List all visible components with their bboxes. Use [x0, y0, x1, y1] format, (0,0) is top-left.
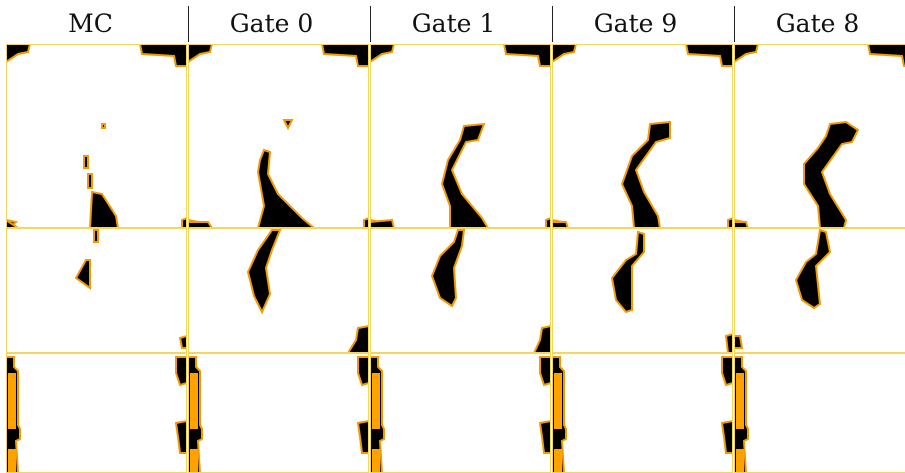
mask-panel-r0-c3 [552, 44, 733, 228]
column-separator [734, 6, 735, 42]
segment-mask [256, 148, 316, 228]
corner-mask [320, 44, 369, 67]
edge-mask [181, 216, 187, 228]
edge-mask [720, 419, 733, 454]
mask-image [6, 44, 187, 228]
mask-panel-r2-c2 [370, 353, 551, 473]
edge-mask [721, 356, 733, 387]
edge-mask [734, 221, 750, 228]
edge-mask [545, 216, 551, 228]
mask-image [370, 356, 551, 473]
mask-panel-r0-c4 [734, 44, 905, 228]
segment-mask [794, 228, 832, 310]
mask-image [188, 44, 369, 228]
boundary-band [554, 373, 562, 429]
mask-image [610, 230, 733, 353]
boundary-band [190, 373, 198, 429]
edge-mask [363, 216, 369, 228]
edge-mask [552, 221, 570, 228]
edge-mask [539, 356, 551, 387]
corner-mask [684, 44, 733, 67]
corner-mask [6, 44, 32, 64]
edge-mask [724, 332, 733, 353]
edge-mask [346, 324, 369, 353]
mask-panel-r0-c0 [6, 44, 187, 228]
edge-mask [188, 221, 214, 228]
column-header-gate-9: Gate 9 [593, 9, 678, 38]
mask-panel-r1-c0 [6, 228, 187, 353]
edge-mask [370, 218, 396, 228]
boundary-band [8, 449, 16, 473]
column-separator [370, 6, 371, 42]
edge-mask [6, 218, 20, 228]
boundary-band [372, 449, 380, 473]
mask-panel-r0-c1 [188, 44, 369, 228]
mask-image [6, 356, 187, 473]
boundary-band [736, 373, 744, 429]
column-header-gate-0: Gate 0 [229, 9, 314, 38]
edge-mask [356, 419, 369, 454]
boundary-band [736, 449, 744, 473]
edge-mask [174, 419, 187, 454]
mask-image [370, 44, 551, 228]
edge-mask [357, 356, 369, 387]
corner-mask [188, 44, 214, 64]
mask-panel-r2-c4 [734, 353, 905, 473]
corner-mask [552, 44, 578, 64]
mask-panel-r1-c3 [552, 228, 733, 353]
mask-fragment [87, 173, 93, 189]
mask-panel-r0-c2 [370, 44, 551, 228]
segment-mask [430, 229, 466, 308]
mask-image [74, 229, 187, 349]
segment-mask [246, 229, 282, 315]
mask-panel-r1-c4 [734, 228, 905, 353]
mask-image [188, 356, 369, 473]
mask-fragment [83, 155, 89, 169]
segment-mask [88, 190, 120, 228]
mask-image [246, 229, 369, 353]
column-header-gate-1: Gate 1 [411, 9, 496, 38]
mask-panel-r2-c3 [552, 353, 733, 473]
corner-mask [502, 44, 551, 67]
mask-panel-r2-c0 [6, 353, 187, 473]
edge-mask [532, 324, 551, 353]
mask-image [552, 44, 733, 228]
mask-image [734, 44, 905, 228]
mask-panel-r1-c2 [370, 228, 551, 353]
mask-image [734, 228, 832, 349]
corner-mask [866, 44, 905, 67]
boundary-band [554, 449, 562, 473]
column-header-mc: MC [68, 9, 113, 38]
corner-mask [734, 44, 760, 64]
segment-mask [74, 259, 91, 290]
edge-mask [727, 216, 733, 228]
segment-mask [440, 122, 490, 228]
boundary-band [8, 373, 16, 429]
segment-mask [803, 120, 860, 228]
mask-fragment [93, 229, 99, 243]
mask-panel-r1-c1 [188, 228, 369, 353]
column-separator [552, 6, 553, 42]
boundary-band [372, 373, 380, 429]
edge-mask [538, 419, 551, 454]
segment-mask [610, 230, 645, 314]
segment-mask [620, 120, 671, 228]
mask-panel-r2-c1 [188, 353, 369, 473]
column-separator [188, 6, 189, 42]
edge-mask [175, 356, 187, 387]
corner-mask [370, 44, 396, 64]
mask-image [734, 356, 749, 473]
mask-fragment [282, 119, 294, 131]
column-header-gate-8: Gate 8 [775, 9, 860, 38]
edge-mask [734, 335, 744, 349]
edge-mask [178, 334, 187, 349]
mask-image [430, 229, 551, 353]
mask-fragment [101, 123, 106, 129]
mask-image [552, 356, 733, 473]
corner-mask [138, 44, 187, 67]
boundary-band [190, 449, 198, 473]
